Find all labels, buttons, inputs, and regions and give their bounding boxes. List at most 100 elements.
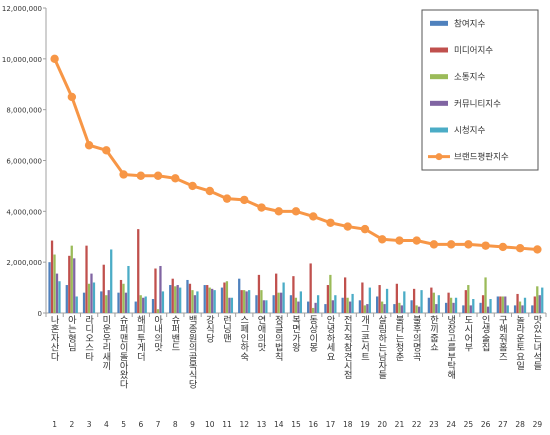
bar [161, 291, 165, 313]
y-tick-label: 12,000,000 [2, 5, 42, 13]
bar [100, 291, 103, 313]
bar [504, 296, 507, 313]
bar [220, 287, 224, 313]
bar [225, 281, 229, 313]
bar [262, 300, 266, 313]
bar [481, 295, 485, 313]
bar [326, 285, 330, 313]
x-rank-label: 3 [87, 420, 92, 429]
line-point [360, 224, 370, 234]
x-rank-label: 11 [222, 420, 232, 429]
bar [134, 301, 137, 313]
bar [538, 295, 541, 313]
line-point [395, 236, 404, 245]
bar [196, 291, 199, 313]
bar [75, 296, 78, 313]
bar [90, 273, 93, 313]
x-rank-label: 23 [429, 420, 439, 429]
x-rank-label: 6 [138, 420, 143, 429]
bar [334, 295, 337, 313]
bar [208, 287, 211, 313]
line-point [309, 212, 318, 221]
line-point [102, 146, 111, 155]
bar [240, 290, 243, 314]
bar [348, 301, 352, 313]
y-tick-label: 2,000,000 [6, 259, 42, 267]
legend-box [421, 9, 539, 171]
bar [344, 277, 347, 313]
bar [435, 304, 438, 313]
line-point [119, 170, 128, 179]
bar [521, 305, 524, 314]
y-tick-label: 0 [38, 310, 42, 318]
x-rank-label: 19 [360, 420, 370, 429]
bar [154, 268, 157, 313]
bar [449, 297, 453, 313]
x-rank-label: 20 [377, 420, 387, 429]
x-rank-label: 14 [274, 420, 284, 429]
bar [50, 240, 54, 313]
bar [307, 301, 310, 313]
legend-label: 참여지수 [454, 18, 485, 29]
bar [102, 264, 105, 313]
x-rank-label: 4 [104, 420, 109, 429]
legend-swatch [430, 74, 448, 80]
x-tick-labels: 나 혼 자 산 다 1 아 는 형 님 2 라 디 오 스 타 3 미 운 우 리 새 끼 4 슈 퍼 맨 이 돌 아 왔 다 5 해 피 투 게 더 6 아… [51, 314, 544, 429]
bar [265, 300, 268, 313]
bar [65, 285, 68, 313]
bar [144, 296, 147, 313]
legend-swatch [430, 127, 448, 133]
bar [193, 295, 197, 313]
bar [316, 295, 320, 313]
bar [341, 297, 344, 313]
bar [489, 299, 492, 313]
bar [87, 283, 91, 313]
bar [518, 301, 522, 313]
x-rank-label: 5 [121, 420, 126, 429]
bar [523, 297, 527, 313]
x-rank-label: 10 [205, 420, 215, 429]
line-point [464, 240, 473, 249]
bar [403, 291, 406, 313]
bar [513, 305, 517, 314]
bar [110, 249, 113, 313]
bar [53, 254, 56, 313]
bar [203, 285, 206, 313]
bar [257, 274, 261, 314]
chart-bars [48, 229, 544, 314]
bar [179, 287, 182, 313]
bar [213, 290, 216, 314]
bar [151, 299, 155, 313]
bar [496, 296, 499, 313]
bar [223, 282, 226, 313]
bar [169, 285, 172, 313]
bar [452, 302, 455, 313]
bar [536, 286, 539, 313]
x-rank-label: 26 [481, 420, 491, 429]
bar [447, 292, 450, 313]
bar [467, 285, 470, 313]
bar [385, 288, 389, 313]
bar [324, 304, 327, 313]
x-rank-label: 12 [240, 420, 250, 429]
bar [415, 305, 418, 314]
bar [531, 305, 534, 314]
bar [297, 301, 300, 313]
line-point [50, 54, 59, 64]
bar [186, 279, 189, 313]
bar [119, 279, 123, 313]
